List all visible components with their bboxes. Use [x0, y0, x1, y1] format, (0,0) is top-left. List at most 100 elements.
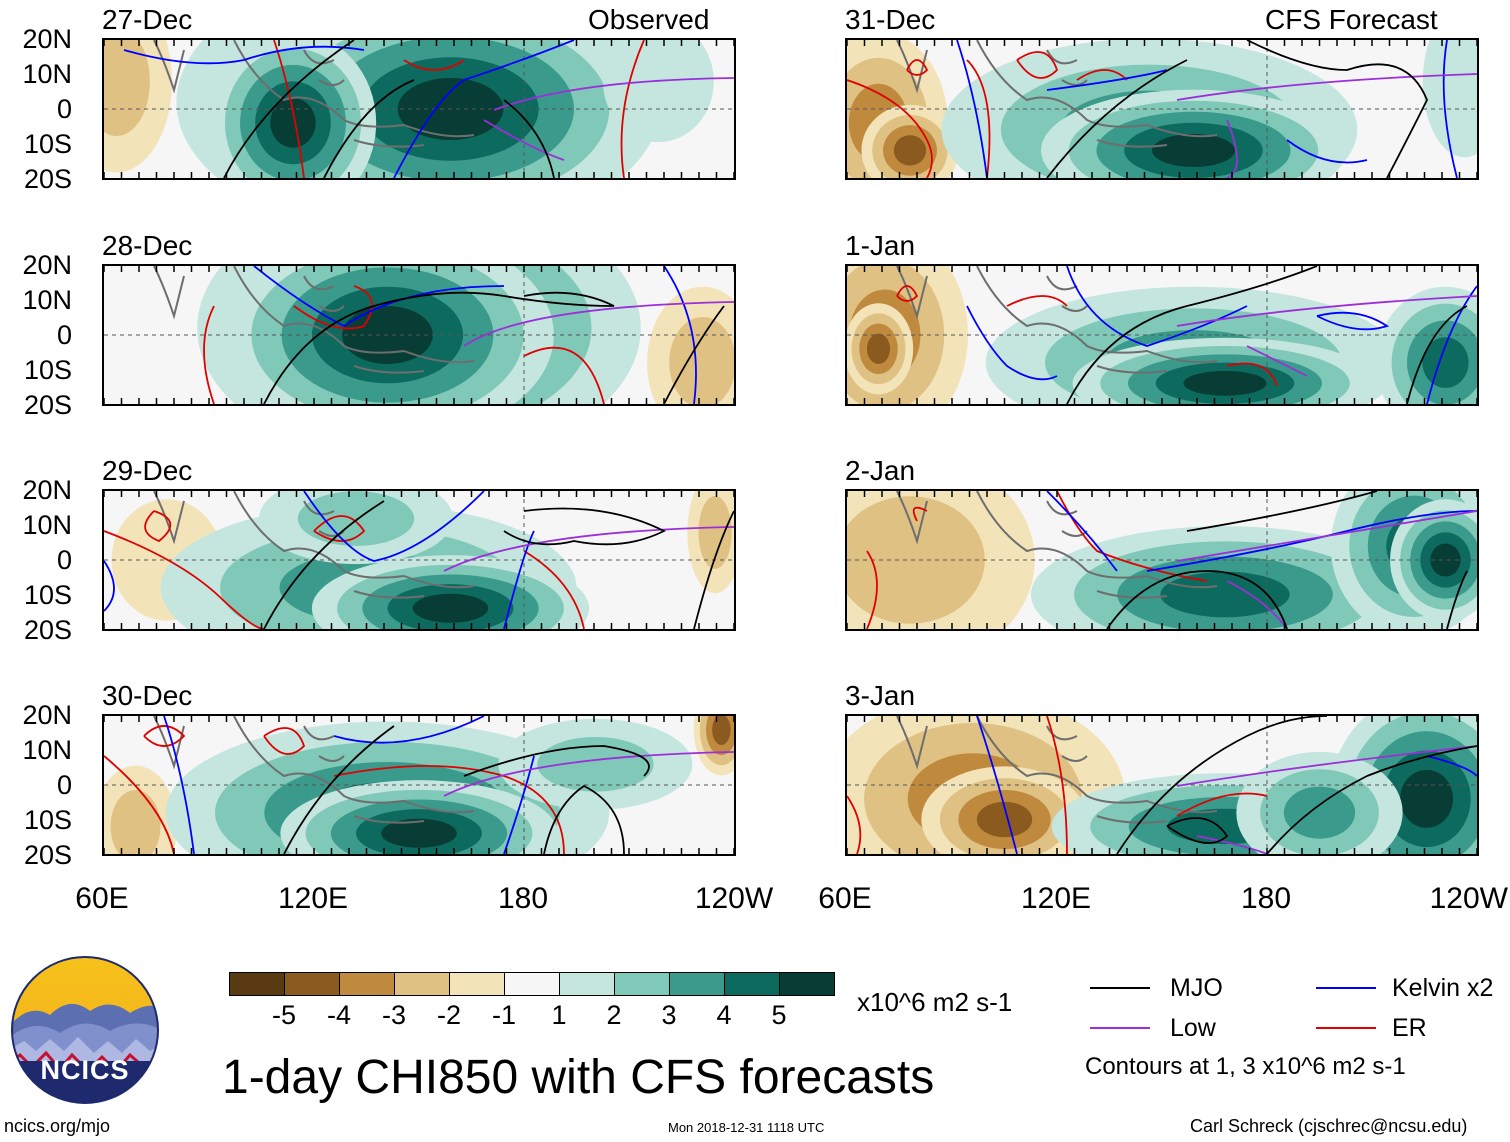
contour-line: [143, 725, 186, 747]
panel-date-3-jan: 3-Jan: [845, 680, 916, 711]
anomaly-shading: [412, 593, 489, 623]
coastline: [153, 491, 185, 545]
colorbar-label: 5: [771, 1000, 787, 1030]
panel-date-2-jan: 2-Jan: [845, 455, 916, 486]
colorbar-label: -1: [491, 1000, 516, 1030]
y-tick-label: 20S: [23, 164, 72, 194]
colorbar-label: -2: [436, 1000, 461, 1030]
coastline: [153, 266, 185, 320]
y-tick-label: 0: [56, 320, 72, 350]
colorbar-swatch: [614, 972, 670, 996]
contour-line: [543, 784, 625, 854]
y-tick-label: 10S: [23, 129, 72, 159]
anomaly-shading: [1183, 370, 1267, 396]
footer-credit: Carl Schreck (cjschrec@ncsu.edu): [1190, 1116, 1468, 1136]
contour-line: [283, 725, 395, 854]
legend-line-er: [1316, 1027, 1376, 1029]
contour-line: [1066, 266, 1318, 404]
contour-line: [483, 119, 565, 161]
contour-line: [303, 491, 485, 562]
contour-line: [1246, 345, 1308, 377]
contour-line: [1196, 835, 1268, 854]
contour-line: [263, 727, 306, 755]
anomaly-shading: [602, 40, 714, 143]
ncics-logo-graphic: [11, 956, 159, 1104]
coastline: [303, 500, 425, 599]
contour-line: [693, 510, 734, 629]
x-tick-120e-right: 120E: [1020, 882, 1092, 915]
y-tick-label: 10N: [22, 285, 72, 315]
contour-line: [503, 99, 555, 178]
contour-line: [104, 530, 265, 629]
map-panel-30-dec: [102, 714, 736, 856]
contour-line: [847, 795, 862, 854]
coastline: [303, 275, 425, 374]
colorbar-swatch: [284, 972, 340, 996]
colorbar-label: 1: [551, 1000, 567, 1030]
anomaly-shading: [1283, 786, 1356, 839]
legend-line-kelvin: [1316, 987, 1376, 989]
colorbar-swatch: [724, 972, 780, 996]
contour-line: [523, 550, 585, 629]
contour-line: [163, 716, 195, 854]
y-tick-label: 10S: [23, 805, 72, 835]
figure-title: 1-day CHI850 with CFS forecasts: [222, 1051, 935, 1104]
contour-line: [1046, 716, 1068, 854]
coastline: [896, 266, 928, 320]
contour-line: [293, 285, 373, 330]
colorbar-label: 2: [606, 1000, 622, 1030]
y-tick-label: 20S: [23, 615, 72, 645]
panel-tag-observed: Observed: [588, 4, 710, 35]
anomaly-shading: [1151, 133, 1236, 167]
contour-line: [503, 507, 667, 546]
contour-line: [253, 266, 505, 328]
map-panel-29-dec: [102, 489, 736, 631]
contour-line: [1446, 570, 1468, 629]
contour-line: [223, 40, 355, 178]
contour-line: [976, 716, 1018, 854]
colorbar-swatch: [449, 972, 505, 996]
map-panel-27-dec: [102, 38, 736, 180]
anomaly-shading: [1430, 543, 1461, 577]
colorbar-swatch: [559, 972, 615, 996]
contour-line: [866, 550, 878, 629]
map-panel-3-jan: [845, 714, 1479, 856]
coastline: [233, 716, 475, 814]
contour-line: [896, 285, 919, 302]
contour-line: [493, 77, 734, 111]
panel-date-29-dec: 29-Dec: [102, 455, 193, 486]
coastline: [976, 491, 1218, 589]
contour-line: [1176, 745, 1477, 787]
anomaly-shading: [104, 40, 150, 137]
panel-tag-cfs-forecast: CFS Forecast: [1265, 4, 1438, 35]
contour-line: [912, 506, 928, 522]
y-tick-label: 20S: [23, 840, 72, 870]
legend-label-mjo: MJO: [1170, 974, 1223, 1002]
contour-line: [663, 305, 725, 404]
anomaly-shading: [1160, 571, 1290, 618]
panel-date-30-dec: 30-Dec: [102, 680, 193, 711]
panel-map: [847, 266, 1477, 404]
contour-line: [393, 40, 575, 178]
coastline: [233, 266, 475, 364]
contour-line: [104, 560, 115, 612]
contour-line: [1016, 51, 1059, 79]
contour-line: [1442, 40, 1458, 178]
map-panel-1-jan: [845, 264, 1479, 406]
ncics-logo-text: NCICS: [40, 1055, 130, 1085]
contour-line: [966, 305, 1058, 381]
legend-label-kelvin: Kelvin x2: [1392, 974, 1494, 1002]
contour-line: [503, 755, 535, 854]
contour-line: [104, 755, 175, 854]
contour-line: [663, 266, 697, 404]
contour-line: [620, 40, 645, 178]
coastline: [1046, 725, 1168, 824]
contour-line: [1166, 817, 1229, 844]
panel-date-1-jan: 1-Jan: [845, 230, 916, 261]
y-tick-label: 10N: [22, 510, 72, 540]
coastline: [303, 725, 425, 824]
contour-line: [443, 526, 734, 572]
colorbar-label: 3: [661, 1000, 677, 1030]
anomaly-shading: [270, 97, 316, 148]
colorbar-swatch: [669, 972, 725, 996]
